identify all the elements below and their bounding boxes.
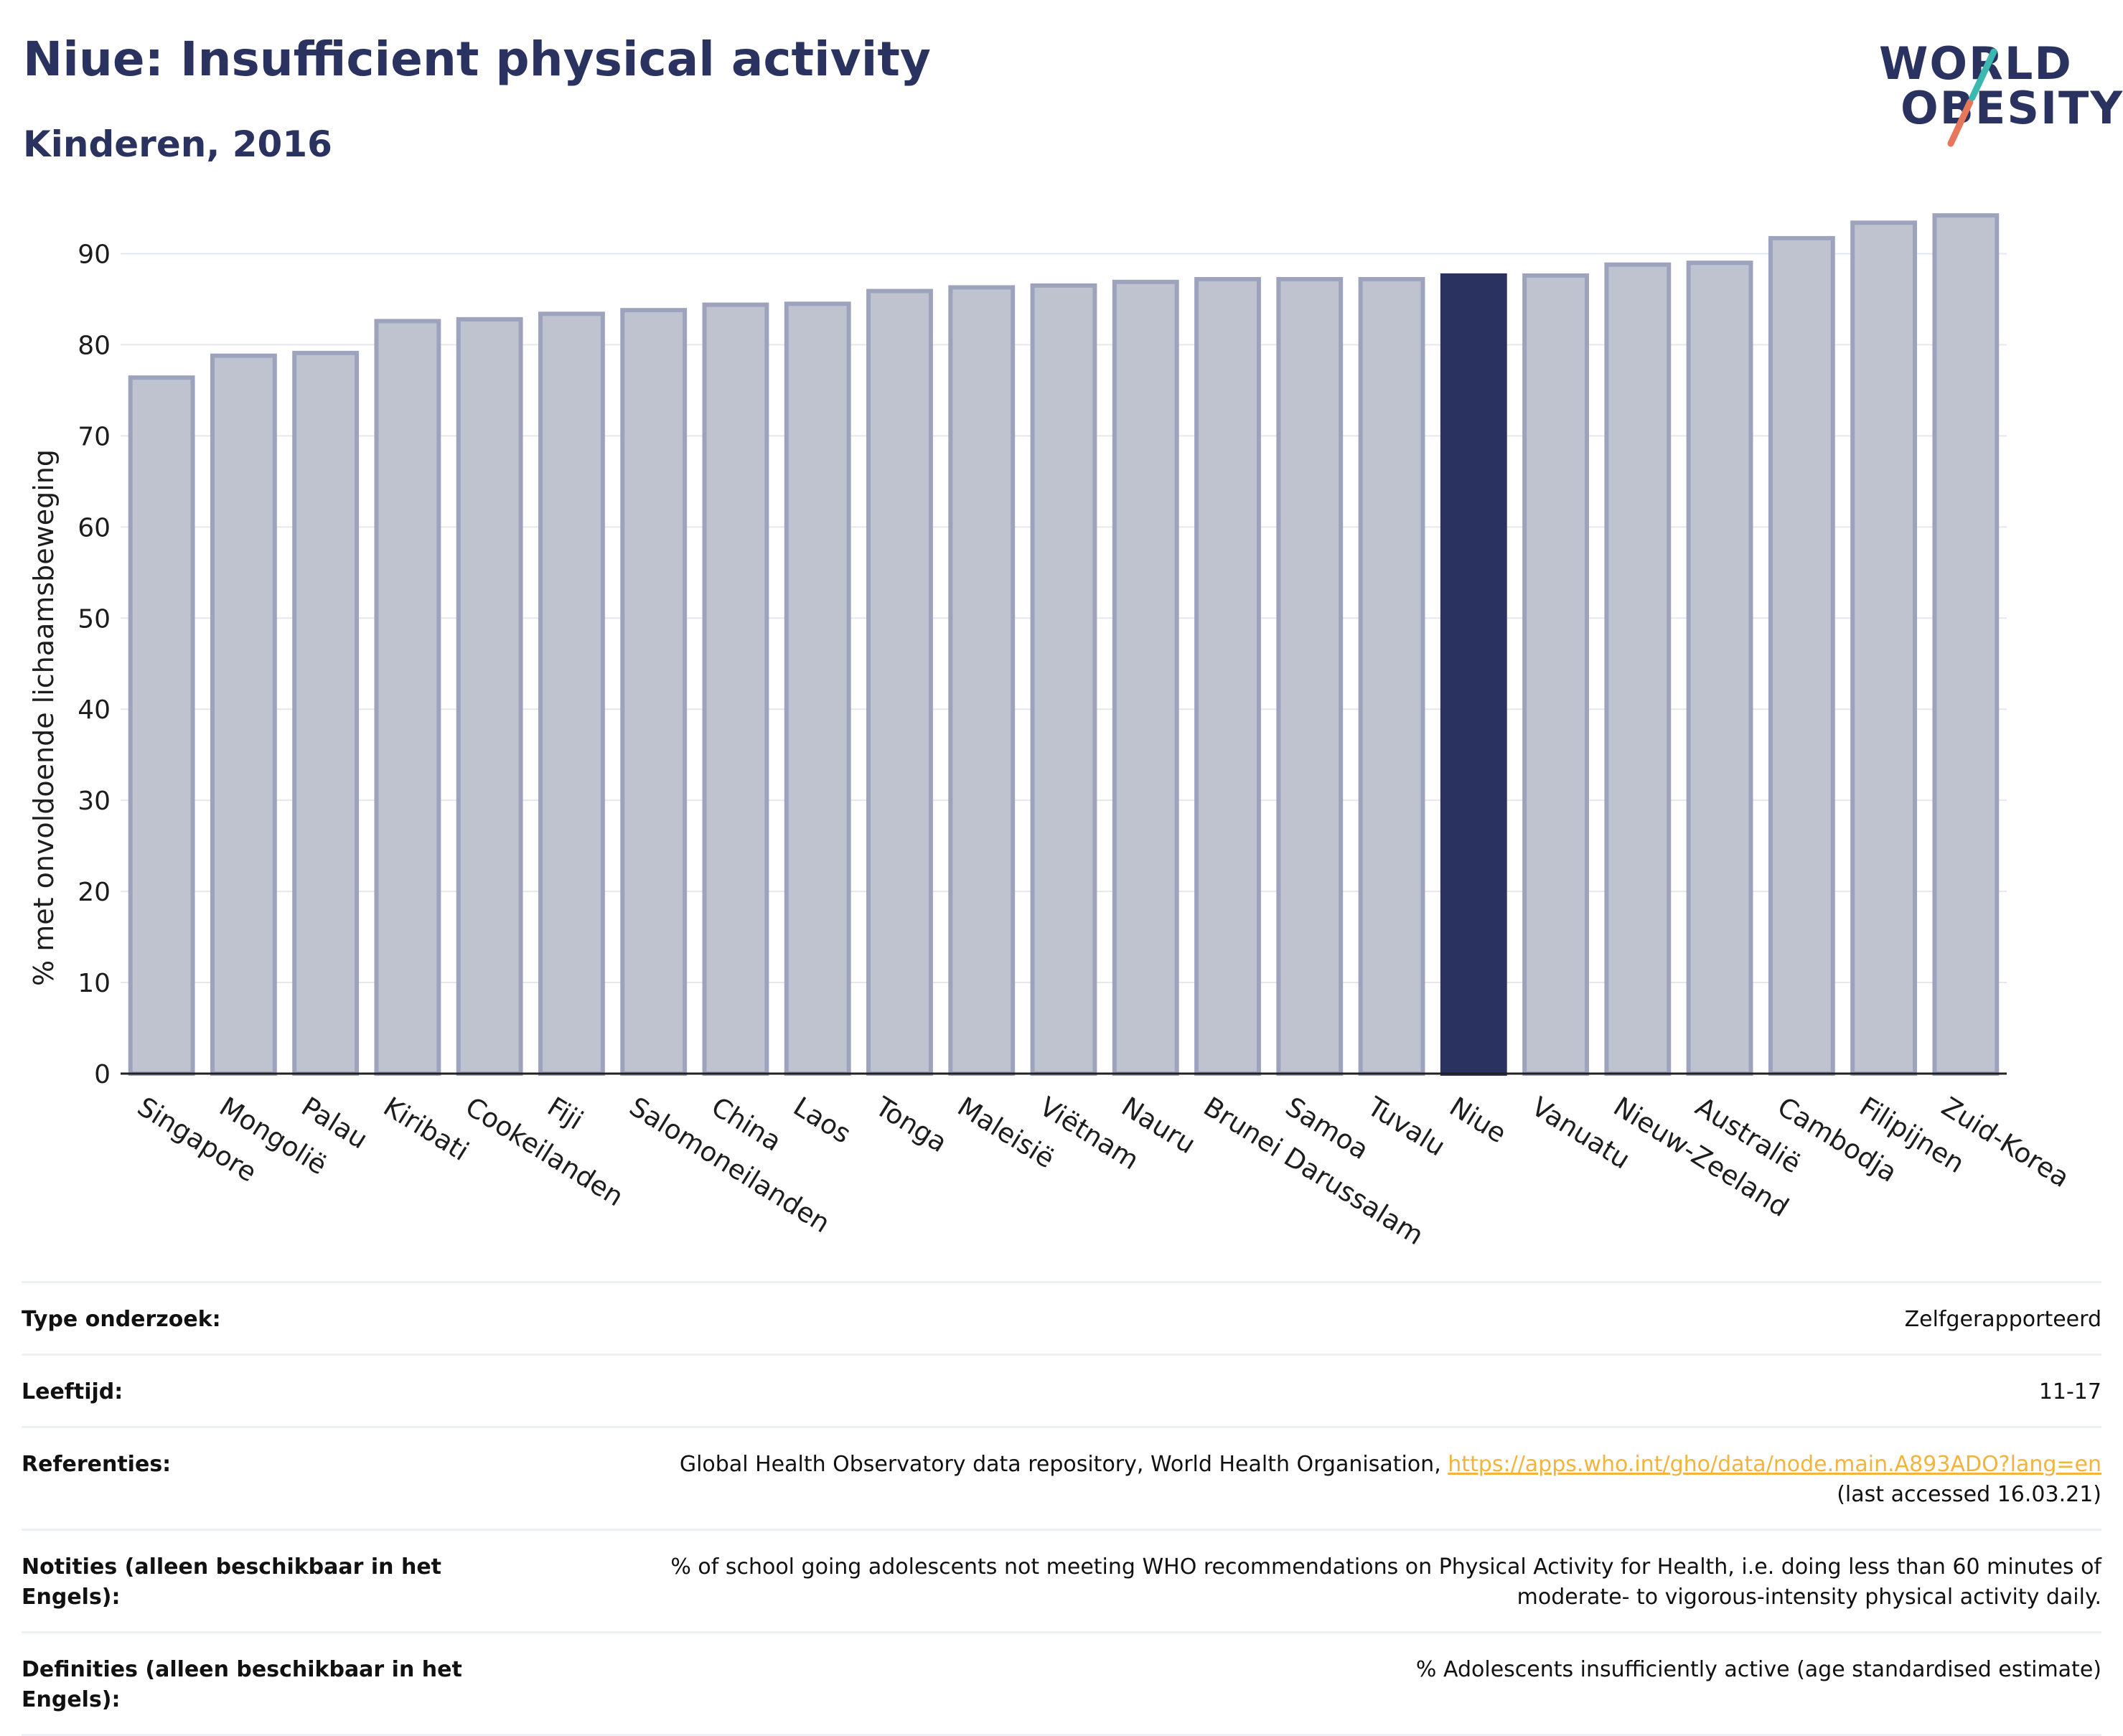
bar-kiribati — [374, 319, 441, 1076]
info-label: Type onderzoek: — [22, 1307, 221, 1332]
info-row-references: Referenties: Global Health Observatory d… — [22, 1426, 2101, 1529]
info-value: 11-17 — [2038, 1379, 2101, 1404]
y-tick-label: 40 — [78, 695, 111, 725]
x-tick-label: Tonga — [869, 1091, 952, 1159]
y-tick-label: 50 — [78, 604, 111, 634]
info-label: Leeftijd: — [22, 1379, 123, 1404]
bar-zuid-korea — [1932, 213, 2000, 1076]
y-tick-label: 90 — [78, 240, 111, 269]
reference-accessed: (last accessed 16.03.21) — [1837, 1482, 2101, 1507]
info-value: Global Health Observatory data repositor… — [467, 1450, 2101, 1510]
bar-nauru — [1112, 279, 1179, 1076]
x-tick-label: Kiribati — [378, 1091, 474, 1167]
info-table: Type onderzoek: Zelfgerapporteerd Leefti… — [22, 1281, 2101, 1736]
logo-slash-icon — [1947, 48, 1997, 147]
bar-vi-tnam — [1030, 283, 1097, 1076]
logo-line-2: OBESITY — [1901, 82, 2123, 134]
bar-tonga — [866, 288, 933, 1076]
bar-chart: 0102030405060708090SingaporeMongoliëPala… — [28, 213, 2075, 1249]
info-value: % Adolescents insufficiently active (age… — [1415, 1657, 2101, 1682]
bar-australi- — [1686, 261, 1753, 1076]
y-tick-label: 70 — [78, 422, 111, 451]
bar-laos — [784, 301, 851, 1076]
bar-niue — [1440, 273, 1507, 1076]
info-row-notes: Notities (alleen beschikbaar in het Enge… — [22, 1529, 2101, 1631]
bar-maleisi- — [948, 285, 1016, 1076]
x-tick-label: Zuid-Korea — [1936, 1091, 2075, 1193]
bar-brunei-darussalam — [1194, 277, 1261, 1076]
world-obesity-logo: WORLD OBESITY — [1866, 36, 2122, 151]
bar-cambodja — [1768, 235, 1835, 1076]
info-value: % of school going adolescents not meetin… — [670, 1554, 2101, 1610]
y-tick-label: 60 — [78, 513, 111, 543]
info-value: Zelfgerapporteerd — [1904, 1307, 2101, 1332]
bar-fiji — [538, 311, 605, 1076]
x-tick-label: Niue — [1444, 1091, 1512, 1149]
info-label: Definities (alleen beschikbaar in het En… — [22, 1657, 462, 1712]
y-axis-label: % met onvoldoende lichaamsbeweging — [28, 449, 60, 986]
info-row-definitions: Definities (alleen beschikbaar in het En… — [22, 1631, 2101, 1736]
y-tick-label: 20 — [78, 878, 111, 907]
y-tick-label: 80 — [78, 331, 111, 360]
bar-cookeilanden — [456, 316, 523, 1076]
page-subtitle: Kinderen, 2016 — [23, 123, 332, 165]
bar-singapore — [128, 375, 195, 1076]
logo-line-1: WORLD — [1879, 37, 2073, 90]
bar-china — [702, 302, 769, 1076]
info-label: Notities (alleen beschikbaar in het Enge… — [22, 1554, 442, 1610]
bars — [128, 213, 2000, 1076]
reference-text: Global Health Observatory data repositor… — [679, 1452, 1448, 1477]
x-tick-label: Fiji — [542, 1091, 589, 1136]
page-title: Niue: Insufficient physical activity — [23, 32, 931, 87]
bar-tuvalu — [1358, 277, 1425, 1076]
bar-salomoneilanden — [620, 308, 688, 1076]
y-tick-label: 10 — [78, 969, 111, 998]
x-tick-label: Cookeilanden — [460, 1091, 629, 1212]
bar-nieuw-zeeland — [1604, 262, 1672, 1076]
y-tick-label: 0 — [94, 1060, 111, 1089]
x-tick-label: Tuvalu — [1362, 1091, 1451, 1163]
y-tick-label: 30 — [78, 787, 111, 816]
reference-link[interactable]: https://apps.who.int/gho/data/node.main.… — [1448, 1452, 2101, 1477]
bar-filipijnen — [1850, 220, 1918, 1076]
info-label: Referenties: — [22, 1452, 172, 1477]
info-row-type: Type onderzoek: Zelfgerapporteerd — [22, 1281, 2101, 1353]
bar-mongoli- — [210, 353, 277, 1076]
bar-palau — [292, 350, 360, 1076]
x-tick-label: Laos — [788, 1091, 856, 1150]
bar-vanuatu — [1522, 273, 1589, 1076]
info-row-age: Leeftijd: 11-17 — [22, 1353, 2101, 1426]
bar-samoa — [1276, 277, 1344, 1076]
